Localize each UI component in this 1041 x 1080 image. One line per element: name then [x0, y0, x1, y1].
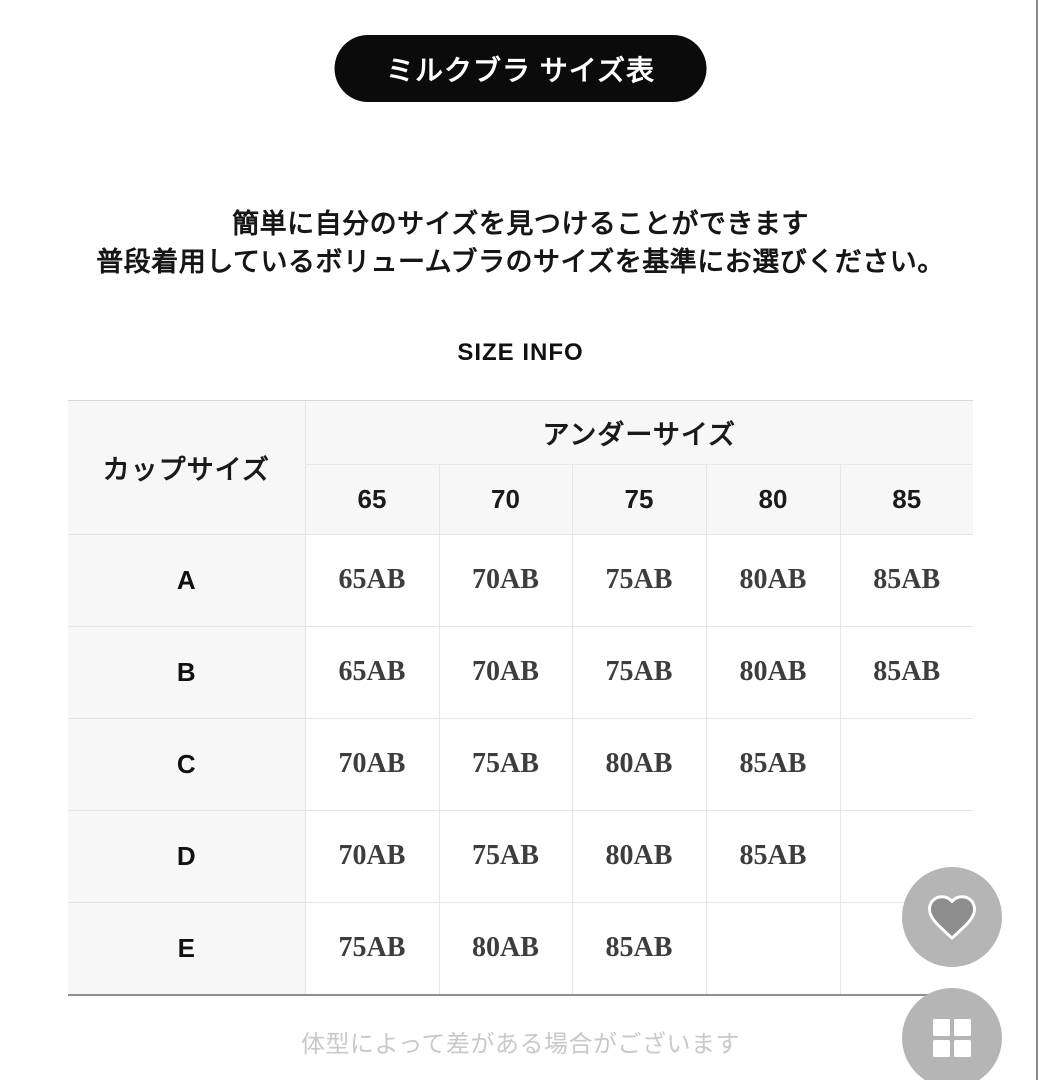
grid-view-button[interactable] [902, 988, 1002, 1080]
size-cell: 70AB [304, 717, 440, 811]
cup-label: D [68, 809, 306, 903]
size-cell: 80AB [705, 625, 841, 719]
table-row-cup-e: E 75AB 80AB 85AB [68, 901, 974, 994]
favorite-button[interactable] [902, 867, 1002, 967]
size-cell: 75AB [304, 901, 440, 994]
size-cell [705, 901, 841, 994]
size-cell: 70AB [438, 625, 573, 719]
size-cell [839, 717, 974, 811]
under-size-75: 75 [571, 463, 707, 535]
size-cell: 80AB [571, 717, 707, 811]
size-cell: 80AB [438, 901, 573, 994]
size-cell: 75AB [438, 717, 573, 811]
cup-label: A [68, 533, 306, 627]
under-size-70: 70 [438, 463, 573, 535]
size-cell [839, 809, 974, 903]
size-cell: 65AB [304, 625, 440, 719]
size-cell: 80AB [705, 533, 841, 627]
intro-text: 簡単に自分のサイズを見つけることができます 普段着用しているボリュームブラのサイ… [0, 205, 1041, 281]
under-size-80: 80 [705, 463, 841, 535]
size-table-container: カップサイズ アンダーサイズ 65 70 75 80 85 A 65AB 70A… [68, 400, 974, 996]
table-row-cup-c: C 70AB 75AB 80AB 85AB [68, 717, 974, 811]
size-cell: 75AB [571, 533, 707, 627]
size-cell: 80AB [571, 809, 707, 903]
size-disclaimer: 体型によって差がある場合がございます [300, 1031, 741, 1058]
intro-line-1: 簡単に自分のサイズを見つけることができます [232, 209, 809, 239]
cup-label: B [68, 625, 306, 719]
size-cell: 75AB [438, 809, 573, 903]
cup-label: C [68, 717, 306, 811]
cup-label: E [68, 901, 306, 994]
size-table: カップサイズ アンダーサイズ 65 70 75 80 85 A 65AB 70A… [68, 401, 974, 994]
table-row-cup-b: B 65AB 70AB 75AB 80AB 85AB [68, 625, 974, 719]
size-cell: 85AB [571, 901, 707, 994]
size-chart-badge: ミルクブラ サイズ表 [334, 35, 707, 102]
table-row-cup-a: A 65AB 70AB 75AB 80AB 85AB [68, 533, 974, 627]
table-row-cup-d: D 70AB 75AB 80AB 85AB [68, 809, 974, 903]
heart-icon [925, 892, 979, 942]
size-cell: 70AB [304, 809, 440, 903]
grid-icon [932, 1018, 972, 1058]
under-size-65: 65 [305, 463, 440, 535]
under-size-header: アンダーサイズ [304, 401, 974, 465]
size-cell: 85AB [839, 533, 974, 627]
size-info-title: SIZE INFO [457, 339, 584, 366]
size-cell: 65AB [304, 533, 440, 627]
size-cell: 85AB [705, 809, 841, 903]
size-cell: 70AB [438, 533, 573, 627]
size-cell: 75AB [571, 625, 707, 719]
size-cell: 85AB [705, 717, 841, 811]
page-right-border [1036, 0, 1038, 1080]
size-chart-badge-label: ミルクブラ サイズ表 [386, 54, 655, 86]
size-cell: 85AB [839, 625, 974, 719]
intro-line-2: 普段着用しているボリュームブラのサイズを基準にお選びください。 [96, 247, 945, 277]
under-size-85: 85 [839, 463, 974, 535]
cup-size-header: カップサイズ [68, 401, 306, 535]
